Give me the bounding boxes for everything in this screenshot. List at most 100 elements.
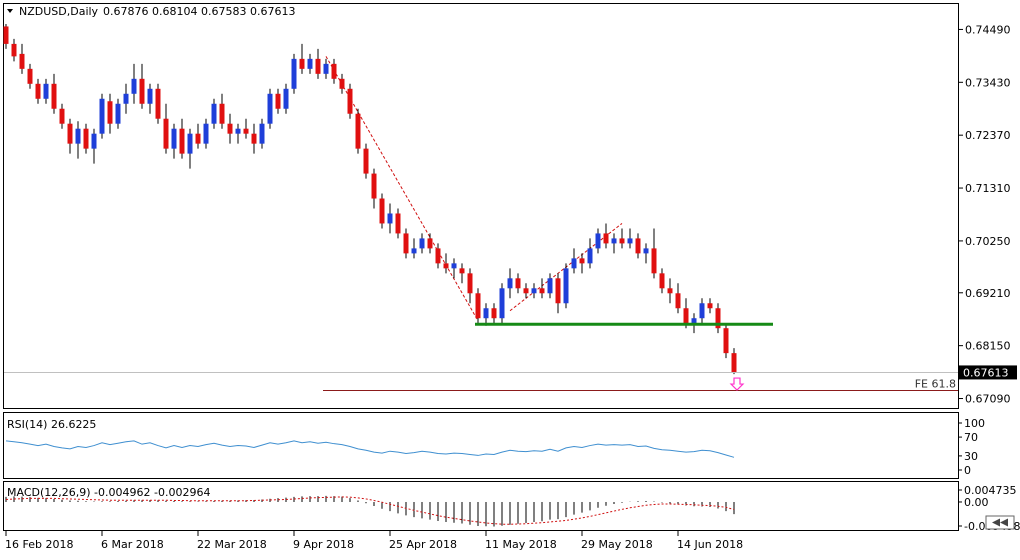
candle[interactable] (3, 23, 9, 49)
candle[interactable] (531, 283, 537, 299)
candle[interactable] (563, 263, 569, 309)
candle[interactable] (699, 298, 705, 324)
candle[interactable] (99, 93, 105, 139)
candle[interactable] (171, 123, 177, 159)
candle[interactable] (539, 278, 545, 299)
candle[interactable] (451, 258, 457, 279)
candle[interactable] (355, 108, 361, 154)
symbol-dropdown-icon[interactable] (7, 9, 13, 13)
candle[interactable] (211, 98, 217, 129)
candle[interactable] (579, 253, 585, 274)
candle[interactable] (603, 223, 609, 249)
candle[interactable] (595, 228, 601, 254)
candle[interactable] (435, 243, 441, 269)
candle[interactable] (267, 88, 273, 129)
candle-body (179, 128, 185, 154)
candle[interactable] (659, 268, 665, 294)
candle[interactable] (651, 228, 657, 279)
candle[interactable] (187, 128, 193, 169)
candle[interactable] (475, 288, 481, 324)
candle[interactable] (587, 238, 593, 269)
candle[interactable] (35, 78, 41, 104)
candle-body (531, 288, 537, 294)
candle[interactable] (251, 123, 257, 154)
candle[interactable] (635, 233, 641, 259)
candle[interactable] (219, 93, 225, 129)
candle[interactable] (107, 93, 113, 134)
candle[interactable] (275, 88, 281, 114)
candle[interactable] (227, 113, 233, 144)
candle[interactable] (627, 228, 633, 249)
candle[interactable] (299, 43, 305, 74)
candle[interactable] (163, 103, 169, 154)
candle-body (707, 303, 713, 309)
candle[interactable] (195, 123, 201, 149)
candle[interactable] (179, 118, 185, 159)
candle[interactable] (19, 43, 25, 74)
price-pane-frame[interactable] (3, 3, 959, 409)
candle[interactable] (307, 53, 313, 74)
candle[interactable] (715, 303, 721, 334)
candle[interactable] (27, 63, 33, 89)
candle[interactable] (75, 121, 81, 159)
candle[interactable] (371, 168, 377, 209)
candle[interactable] (291, 53, 297, 94)
candle[interactable] (419, 233, 425, 254)
candle[interactable] (347, 83, 353, 119)
candle[interactable] (411, 238, 417, 259)
candle[interactable] (387, 203, 393, 234)
candle[interactable] (115, 98, 121, 129)
macd-pane-frame[interactable] (3, 481, 959, 531)
candle[interactable] (139, 63, 145, 109)
candle[interactable] (235, 123, 241, 144)
candle[interactable] (363, 143, 369, 179)
rsi-pane-frame[interactable] (3, 412, 959, 479)
candle[interactable] (67, 118, 73, 154)
candle[interactable] (499, 283, 505, 324)
candle[interactable] (243, 118, 249, 139)
price-tick-label: 0.71310 (965, 182, 1011, 195)
candle[interactable] (731, 348, 737, 375)
candle[interactable] (611, 233, 617, 254)
candle[interactable] (123, 83, 129, 114)
last-price-box (959, 365, 1017, 380)
candle[interactable] (667, 278, 673, 304)
scroll-end-icon[interactable] (985, 515, 1015, 530)
candle[interactable] (723, 323, 729, 359)
candle[interactable] (427, 233, 433, 254)
candle[interactable] (339, 73, 345, 94)
candle[interactable] (619, 228, 625, 249)
candle[interactable] (203, 118, 209, 149)
candle[interactable] (459, 263, 465, 284)
candle[interactable] (555, 273, 561, 314)
candle[interactable] (43, 78, 49, 104)
candle[interactable] (547, 273, 553, 299)
candle[interactable] (483, 303, 489, 326)
candle[interactable] (131, 63, 137, 104)
candle[interactable] (491, 303, 497, 324)
candle[interactable] (515, 273, 521, 294)
candle[interactable] (11, 38, 17, 62)
candle[interactable] (315, 48, 321, 79)
candle[interactable] (331, 58, 337, 84)
candle[interactable] (571, 248, 577, 274)
candle[interactable] (707, 298, 713, 314)
candle[interactable] (675, 283, 681, 314)
candle[interactable] (323, 58, 329, 79)
candle[interactable] (59, 103, 65, 129)
candle[interactable] (155, 83, 161, 124)
candle[interactable] (283, 83, 289, 114)
candle[interactable] (83, 123, 89, 154)
candle[interactable] (643, 243, 649, 264)
candle[interactable] (523, 283, 529, 299)
candle[interactable] (467, 268, 473, 304)
candle[interactable] (147, 83, 153, 114)
candle[interactable] (403, 228, 409, 259)
candle[interactable] (507, 268, 513, 299)
candle[interactable] (91, 128, 97, 164)
candle[interactable] (259, 118, 265, 149)
candle[interactable] (379, 193, 385, 229)
candle[interactable] (395, 208, 401, 239)
candle[interactable] (51, 73, 57, 114)
candle[interactable] (443, 253, 449, 274)
